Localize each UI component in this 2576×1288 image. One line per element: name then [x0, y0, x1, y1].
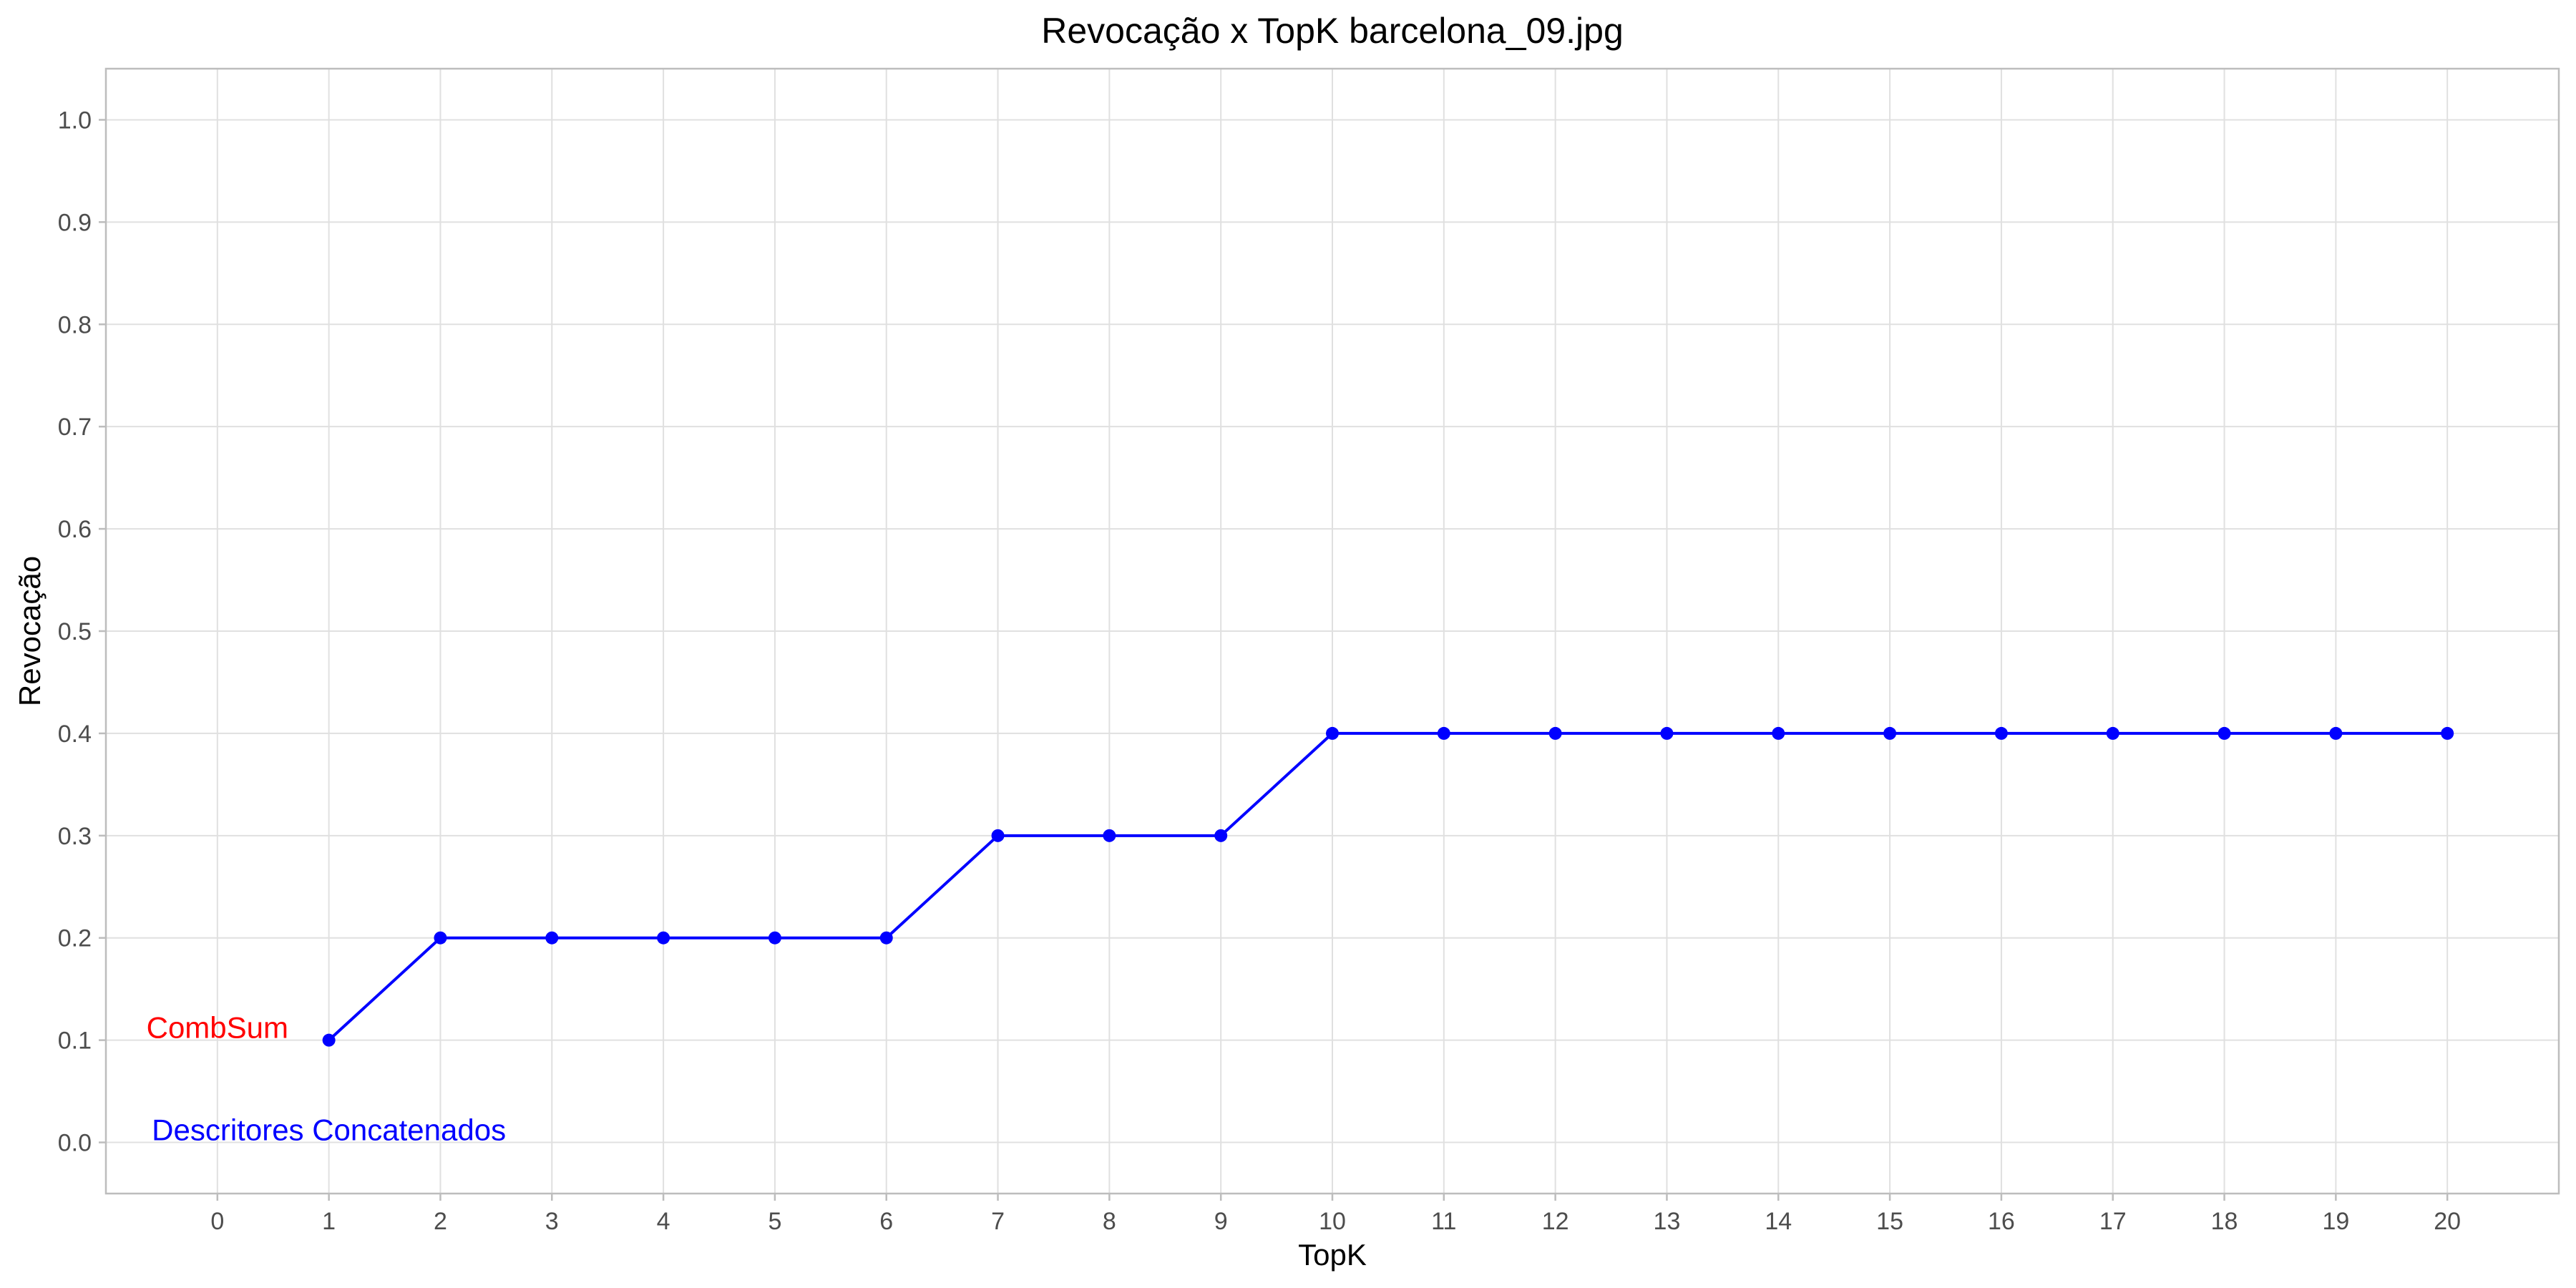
x-tick-label: 8 — [1103, 1208, 1116, 1235]
x-tick-label: 20 — [2434, 1208, 2461, 1235]
y-tick-label: 1.0 — [58, 107, 92, 134]
annotation-label: CombSum — [147, 1010, 288, 1044]
x-tick-label: 9 — [1214, 1208, 1228, 1235]
data-point — [545, 931, 559, 945]
x-tick-label: 4 — [657, 1208, 670, 1235]
data-point — [1437, 726, 1450, 740]
data-point — [991, 829, 1005, 842]
x-tick-label: 13 — [1654, 1208, 1681, 1235]
y-tick-label: 0.8 — [58, 311, 92, 338]
x-tick-label: 2 — [434, 1208, 447, 1235]
x-tick-label: 12 — [1542, 1208, 1569, 1235]
y-tick-label: 0.4 — [58, 721, 92, 748]
x-tick-label: 18 — [2211, 1208, 2238, 1235]
x-tick-label: 11 — [1431, 1208, 1456, 1235]
data-point — [2218, 726, 2231, 740]
chart-title: Revocação x TopK barcelona_09.jpg — [1041, 11, 1624, 51]
data-point — [434, 931, 447, 945]
data-point — [2106, 726, 2119, 740]
x-tick-label: 7 — [991, 1208, 1005, 1235]
y-tick-label: 0.7 — [58, 414, 92, 441]
y-tick-label: 0.3 — [58, 823, 92, 850]
data-point — [1326, 726, 1339, 740]
data-point — [2329, 726, 2343, 740]
data-point — [1548, 726, 1562, 740]
x-tick-label: 3 — [545, 1208, 559, 1235]
y-tick-label: 0.9 — [58, 209, 92, 236]
y-axis-label: Revocação — [13, 556, 47, 706]
series-line — [328, 731, 2448, 1042]
data-point — [2441, 726, 2454, 740]
data-point — [1660, 726, 1674, 740]
x-tick-label: 6 — [879, 1208, 893, 1235]
y-tick-label: 0.2 — [58, 925, 92, 952]
data-point — [1883, 726, 1897, 740]
annotation-label: Descritores Concatenados — [152, 1113, 506, 1146]
data-point — [657, 931, 670, 945]
x-tick-label: 16 — [1988, 1208, 2015, 1235]
x-axis-label: TopK — [1298, 1238, 1367, 1272]
x-tick-label: 14 — [1765, 1208, 1792, 1235]
x-tick-label: 17 — [2099, 1208, 2127, 1235]
y-tick-label: 0.5 — [58, 618, 92, 645]
y-tick-label: 0.0 — [58, 1130, 92, 1157]
x-tick-label: 5 — [768, 1208, 781, 1235]
data-point — [1103, 829, 1116, 842]
y-tick-label: 0.1 — [58, 1028, 92, 1055]
x-tick-label: 1 — [322, 1208, 336, 1235]
data-point — [1214, 829, 1228, 842]
y-tick-label: 0.6 — [58, 516, 92, 543]
x-tick-label: 0 — [210, 1208, 224, 1235]
x-tick-label: 15 — [1876, 1208, 1903, 1235]
data-point — [879, 931, 893, 945]
x-tick-label: 10 — [1319, 1208, 1346, 1235]
data-point — [322, 1033, 336, 1047]
data-point — [1772, 726, 1785, 740]
data-point — [768, 931, 781, 945]
data-point — [1994, 726, 2008, 740]
annotation-layer: CombSum Descritores Concatenados — [147, 1010, 506, 1146]
tick-layer: 0 1 2 3 4 5 6 7 8 9 10 11 12 13 14 15 16 17 18 19 200.00.10.… — [58, 107, 2461, 1235]
grid-layer — [106, 69, 2559, 1194]
x-tick-label: 19 — [2322, 1208, 2349, 1235]
series-layer — [322, 726, 2454, 1047]
